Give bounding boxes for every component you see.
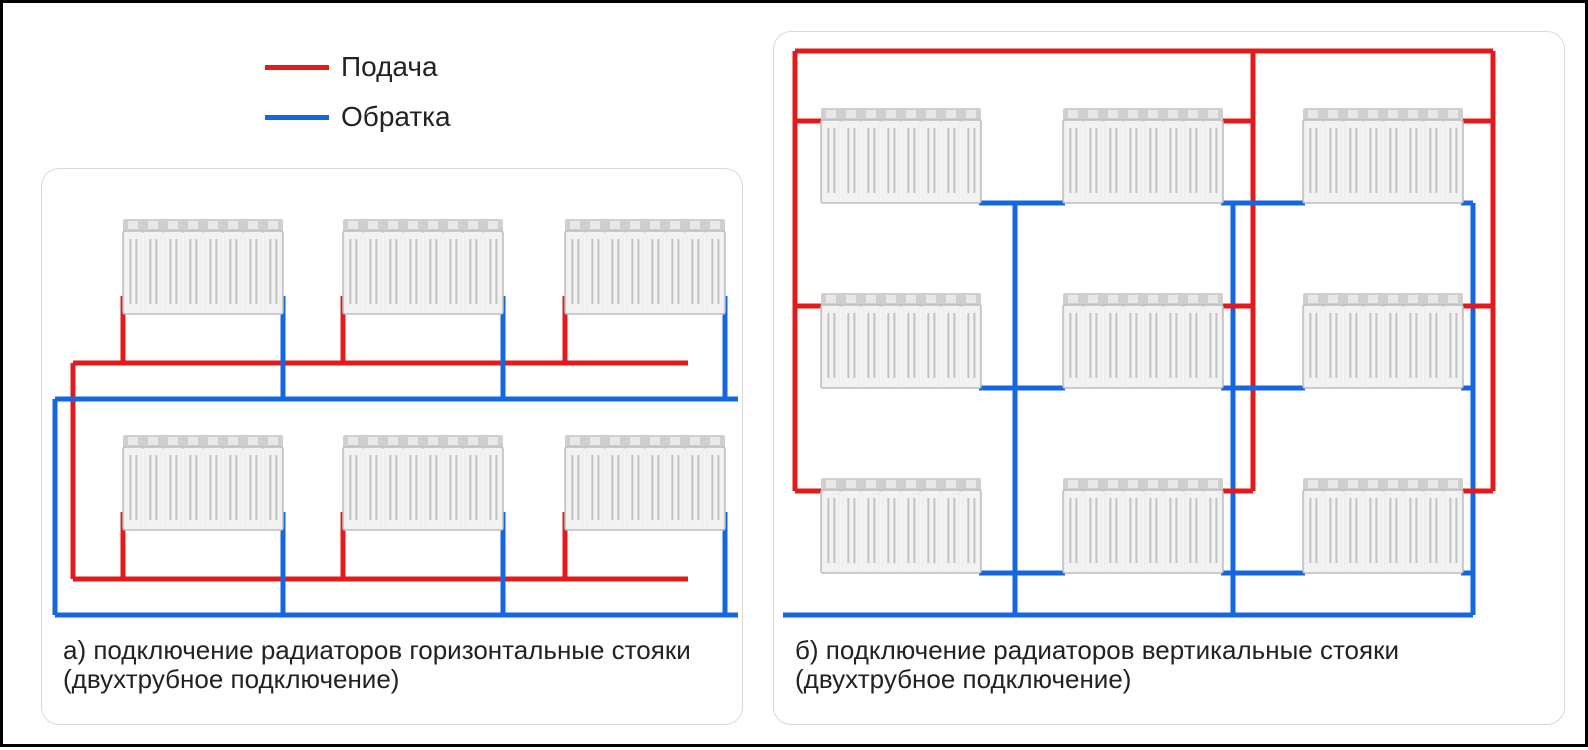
diagram-frame: Подача Обратка а) подключение радиаторов… (0, 0, 1588, 747)
caption-b: б) подключение радиаторов вертикальные с… (795, 636, 1535, 693)
caption-a: а) подключение радиаторов горизонтальные… (63, 636, 703, 693)
